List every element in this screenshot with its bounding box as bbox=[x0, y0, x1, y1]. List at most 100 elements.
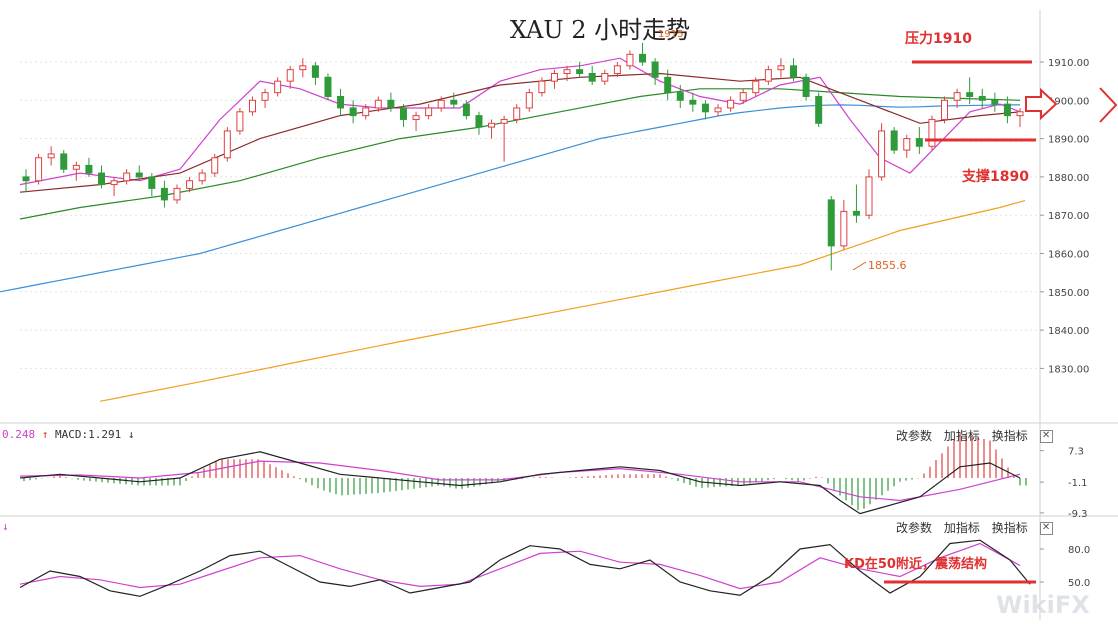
kd-panel: 80.0 50.0 bbox=[19, 539, 1090, 597]
candlestick bbox=[588, 65, 596, 85]
candlestick bbox=[450, 92, 458, 108]
candlestick bbox=[299, 58, 307, 78]
candle-body bbox=[72, 164, 80, 170]
resistance-label: 压力1910 bbox=[905, 30, 972, 47]
params-button[interactable]: 改参数 bbox=[896, 429, 933, 443]
low-pointer-line bbox=[852, 261, 867, 271]
candle-body bbox=[601, 72, 609, 82]
candle-body bbox=[311, 65, 319, 78]
candlestick bbox=[349, 100, 357, 124]
close-icon[interactable]: ✕ bbox=[1039, 430, 1053, 443]
switch-indicator-button[interactable]: 换指标 bbox=[991, 521, 1028, 535]
candle-body bbox=[85, 164, 93, 174]
candle-body bbox=[47, 153, 55, 159]
switch-indicator-button[interactable]: 换指标 bbox=[991, 429, 1028, 443]
candle-body bbox=[60, 153, 68, 170]
candle-body bbox=[500, 118, 508, 124]
params-button[interactable]: 改参数 bbox=[896, 521, 933, 535]
candle-body bbox=[865, 176, 873, 216]
candlestick bbox=[211, 153, 219, 177]
candle-body bbox=[664, 76, 672, 94]
candle-body bbox=[261, 92, 269, 101]
candlestick bbox=[324, 73, 332, 101]
candlestick bbox=[878, 123, 886, 181]
candlestick bbox=[223, 127, 231, 162]
candle-body bbox=[374, 99, 382, 109]
candle-body bbox=[186, 180, 194, 189]
candlestick bbox=[198, 169, 206, 185]
candle-body bbox=[739, 92, 747, 101]
candlestick bbox=[72, 161, 80, 181]
candle-body bbox=[248, 99, 256, 113]
candlestick bbox=[110, 176, 118, 197]
kd-header: ↓ bbox=[2, 520, 9, 533]
candle-body bbox=[198, 172, 206, 182]
candlestick bbox=[513, 104, 521, 124]
macd-line bbox=[19, 451, 1021, 515]
macd-toolbar: 改参数 加指标 换指标 ✕ bbox=[896, 427, 1061, 444]
candlestick bbox=[550, 69, 558, 89]
candle-body bbox=[1016, 111, 1024, 117]
kd-tick-label: 80.0 bbox=[1068, 545, 1090, 556]
candle-body bbox=[538, 80, 546, 94]
candlestick bbox=[362, 104, 370, 120]
price-tick-label: 1890.00 bbox=[1048, 135, 1089, 146]
candlestick bbox=[387, 92, 395, 112]
candlestick bbox=[488, 119, 496, 139]
candle-body bbox=[978, 95, 986, 101]
candlestick bbox=[903, 134, 911, 158]
candlestick-series bbox=[22, 42, 1024, 271]
candlestick bbox=[47, 146, 55, 166]
annotations: XAU 2 小时走势 压力1910 支撑1890 1855.6 1915 KD在… bbox=[510, 16, 1118, 619]
down-arrow-icon: ↓ bbox=[2, 520, 9, 533]
candle-body bbox=[362, 107, 370, 117]
candlestick bbox=[727, 96, 735, 112]
price-tick-label: 1830.00 bbox=[1048, 364, 1089, 375]
candlestick bbox=[601, 69, 609, 85]
candlestick bbox=[890, 127, 898, 154]
candlestick bbox=[135, 165, 143, 181]
candlestick bbox=[928, 115, 936, 151]
candlestick bbox=[60, 150, 68, 174]
candle-body bbox=[425, 107, 433, 117]
candle-body bbox=[689, 99, 697, 105]
candlestick bbox=[802, 73, 810, 101]
support-label: 支撑1890 bbox=[961, 168, 1029, 185]
candle-body bbox=[35, 157, 43, 182]
price-tick-label: 1910.00 bbox=[1048, 58, 1089, 69]
moving-average-line bbox=[19, 57, 1021, 186]
candle-body bbox=[928, 118, 936, 147]
candlestick bbox=[1016, 107, 1024, 128]
candlestick bbox=[815, 92, 823, 128]
candle-body bbox=[752, 80, 760, 94]
add-indicator-button[interactable]: 加指标 bbox=[943, 521, 980, 535]
price-tick-label: 1880.00 bbox=[1048, 173, 1089, 184]
candle-body bbox=[714, 107, 722, 113]
candlestick bbox=[475, 111, 483, 135]
candlestick bbox=[840, 199, 848, 250]
add-indicator-button[interactable]: 加指标 bbox=[943, 429, 980, 443]
close-icon[interactable]: ✕ bbox=[1039, 522, 1053, 535]
candlestick bbox=[148, 173, 156, 197]
candle-body bbox=[148, 176, 156, 189]
candle-body bbox=[525, 92, 533, 109]
moving-average-lines bbox=[0, 57, 1026, 402]
candlestick bbox=[160, 180, 168, 208]
kd-line bbox=[19, 539, 1031, 597]
candle-body bbox=[588, 72, 596, 82]
candlestick bbox=[563, 65, 571, 82]
candle-body bbox=[903, 138, 911, 151]
candlestick bbox=[852, 184, 860, 223]
macd-header: 0.248 ↑ MACD:1.291 ↓ bbox=[2, 428, 134, 441]
candlestick bbox=[412, 111, 420, 131]
candle-body bbox=[790, 65, 798, 78]
candlestick bbox=[915, 127, 923, 154]
candlestick bbox=[311, 62, 319, 85]
candle-body bbox=[576, 69, 584, 74]
arrow-right-icon bbox=[1099, 87, 1118, 123]
candle-body bbox=[613, 65, 621, 74]
candle-body bbox=[462, 103, 470, 117]
candle-body bbox=[324, 76, 332, 97]
candlestick bbox=[248, 96, 256, 116]
candle-body bbox=[211, 157, 219, 174]
